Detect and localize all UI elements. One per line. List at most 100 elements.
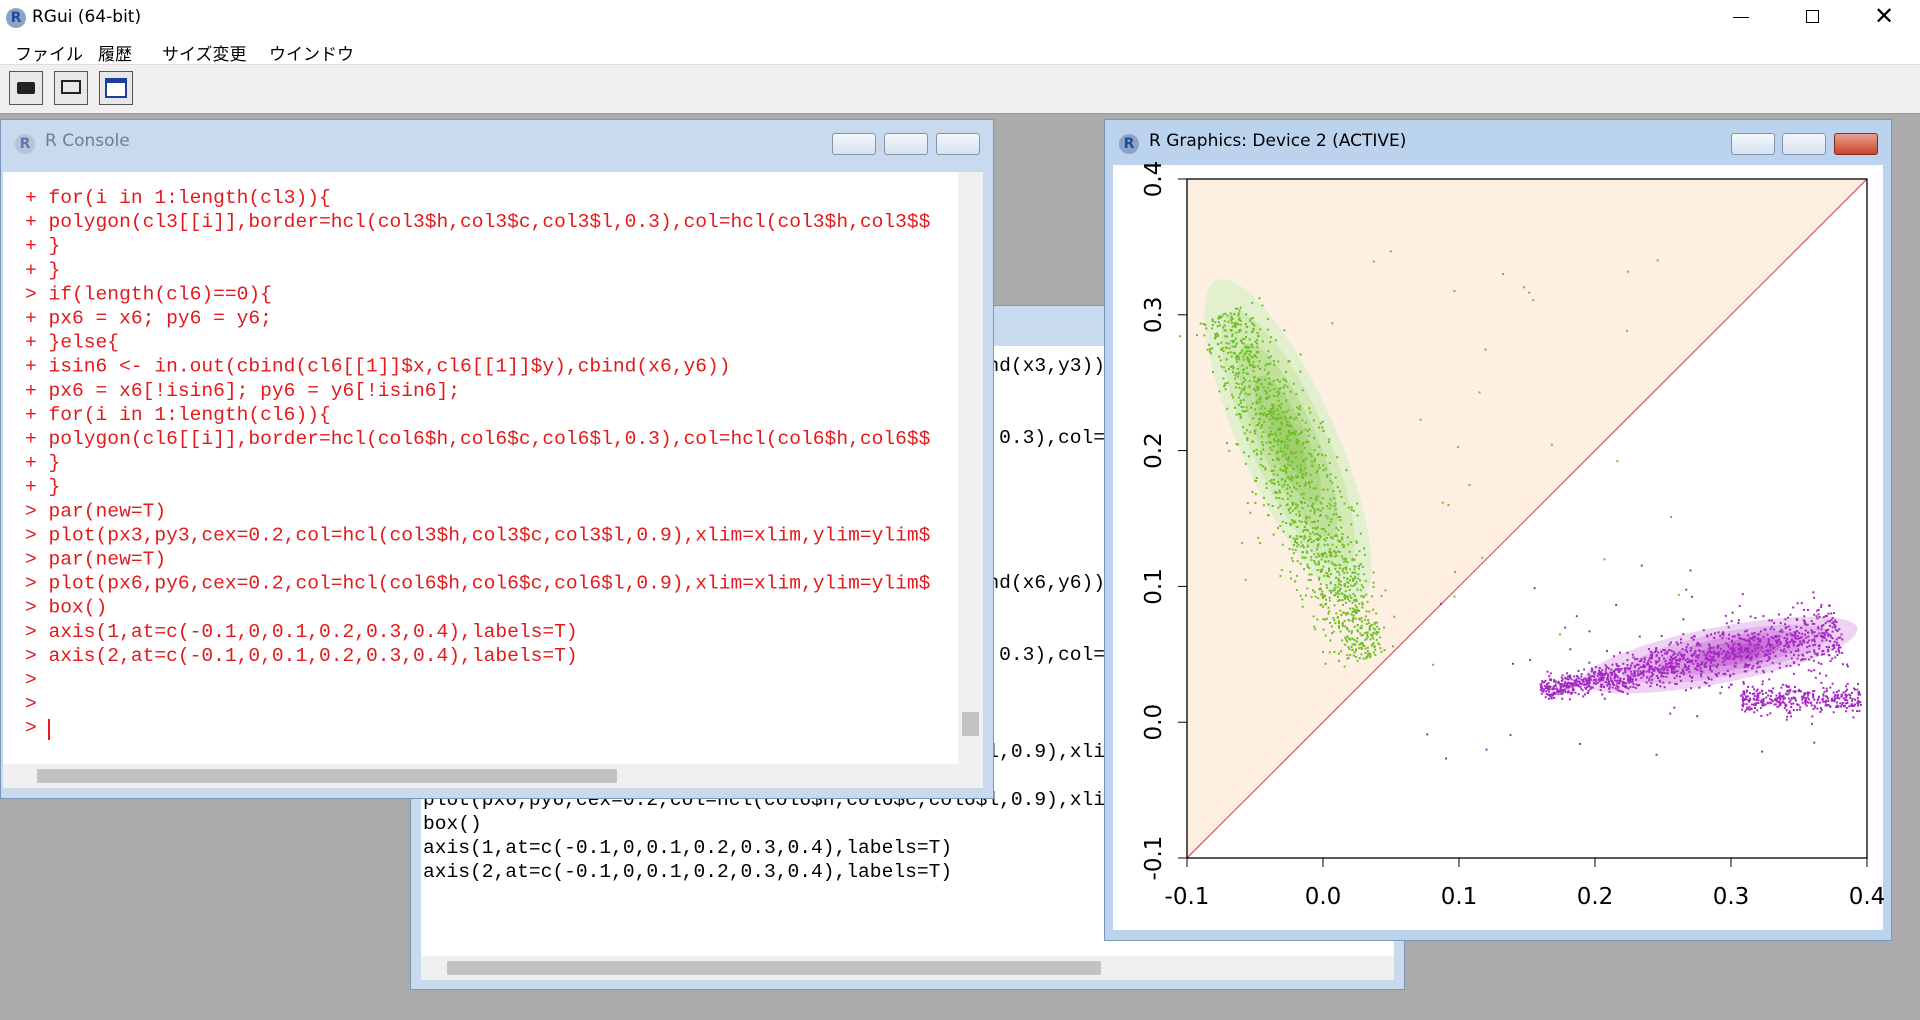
scatter-dot [1569, 691, 1572, 694]
restore-button[interactable] [1806, 10, 1819, 23]
scatter-dot [1627, 687, 1630, 690]
maximize-button[interactable] [1782, 133, 1826, 155]
scatter-dot [1602, 686, 1605, 688]
scatter-dot [1742, 705, 1744, 708]
scatter-dot [1331, 537, 1334, 540]
scatter-dot [1335, 513, 1338, 516]
scatter-dot [1307, 434, 1310, 437]
scatter-dot [1262, 431, 1265, 433]
scatter-dot [1245, 336, 1247, 338]
scatter-dot [1808, 691, 1811, 694]
scatter-dot [1384, 589, 1387, 592]
scatter-dot [1347, 581, 1350, 584]
scatter-dot [1745, 708, 1748, 711]
scatter-dot [1352, 571, 1355, 574]
scatter-dot [1629, 679, 1631, 682]
scatter-dot [1318, 562, 1320, 565]
scatter-dot [1770, 690, 1773, 693]
scatter-dot [1316, 526, 1319, 529]
close-button[interactable] [936, 133, 980, 155]
menu-item[interactable]: ウインドウ [269, 45, 354, 65]
scatter-dot [1653, 669, 1656, 672]
scatter-dot [1252, 366, 1255, 369]
scatter-dot [1563, 680, 1566, 683]
menu-item[interactable]: 履歴 [98, 45, 132, 65]
scatter-dot [1792, 672, 1795, 675]
scatter-dot [1603, 676, 1606, 679]
scatter-dot [1333, 619, 1336, 622]
scatter-dot [1798, 708, 1801, 711]
scatter-dot [1453, 595, 1456, 598]
scatter-dot [1333, 650, 1336, 653]
scatter-dot [1290, 424, 1293, 427]
scatter-dot [1321, 497, 1324, 500]
scatter-dot [1294, 451, 1297, 454]
scatter-dot [1658, 679, 1661, 682]
scatter-dot [1813, 690, 1816, 693]
close-button[interactable]: ✕ [1874, 2, 1895, 30]
scatter-dot [1329, 479, 1332, 482]
maximize-button[interactable] [884, 133, 928, 155]
minimize-button[interactable] [1731, 133, 1775, 155]
scatter-dot [1376, 625, 1379, 628]
horizontal-scrollbar[interactable] [3, 764, 983, 788]
scatter-dot [1218, 390, 1221, 393]
scatter-dot [1656, 259, 1659, 262]
r-icon: R [1119, 134, 1139, 154]
scatter-dot [1850, 703, 1853, 706]
scatter-dot [1618, 682, 1621, 685]
scatter-dot [1272, 410, 1275, 413]
minimize-button[interactable] [1733, 17, 1749, 18]
scatter-dot [1589, 688, 1592, 691]
scatter-dot [1348, 647, 1351, 650]
scatter-dot [1666, 668, 1669, 671]
scatter-dot [1601, 676, 1604, 678]
copy-button[interactable] [9, 71, 43, 105]
scatter-dot [1807, 693, 1810, 696]
scatter-dot [1654, 666, 1657, 669]
scatter-dot [1345, 568, 1347, 571]
scatter-dot [1574, 684, 1577, 687]
scatter-dot [1254, 340, 1257, 343]
scatter-dot [1696, 715, 1699, 718]
scatter-dot [1346, 657, 1349, 660]
scatter-dot [1221, 347, 1224, 349]
console-button[interactable] [99, 71, 133, 105]
scatter-dot [1822, 649, 1825, 652]
scatter-dot [1786, 637, 1789, 640]
print-button[interactable] [54, 71, 88, 105]
menu-item[interactable]: サイズ変更 [162, 45, 247, 65]
scatter-dot [1579, 685, 1582, 688]
scatter-dot [1802, 694, 1805, 697]
scatter-dot [1625, 682, 1628, 685]
horizontal-scrollbar[interactable] [421, 956, 1394, 980]
scatter-dot [1841, 651, 1844, 654]
scatter-dot [1557, 693, 1560, 696]
scatter-dot [1288, 486, 1291, 489]
minimize-button[interactable] [832, 133, 876, 155]
scatter-dot [1667, 666, 1670, 669]
scatter-dot [1523, 286, 1526, 289]
scatter-dot [1242, 342, 1245, 345]
vertical-scrollbar[interactable] [958, 172, 983, 764]
scatter-dot [1291, 477, 1294, 479]
scatter-dot [1547, 682, 1550, 685]
scatter-dot [1246, 502, 1249, 504]
scatter-dot [1730, 640, 1733, 643]
scatter-dot [1354, 575, 1357, 578]
scatter-dot [1355, 554, 1358, 557]
scatter-dot [1377, 631, 1380, 634]
scatter-dot [1344, 643, 1347, 646]
scatter-dot [1738, 605, 1741, 608]
scatter-dot [1317, 597, 1320, 600]
scatter-dot [1789, 699, 1792, 702]
scatter-dot [1333, 586, 1336, 589]
scatter-dot [1269, 341, 1272, 343]
scatter-dot [1272, 379, 1275, 382]
scatter-dot [1302, 477, 1305, 479]
scatter-dot [1813, 596, 1816, 599]
menu-item[interactable]: ファイル [15, 45, 83, 65]
scatter-dot [1295, 488, 1298, 491]
scatter-dot [1353, 609, 1356, 612]
close-button[interactable] [1834, 133, 1878, 155]
